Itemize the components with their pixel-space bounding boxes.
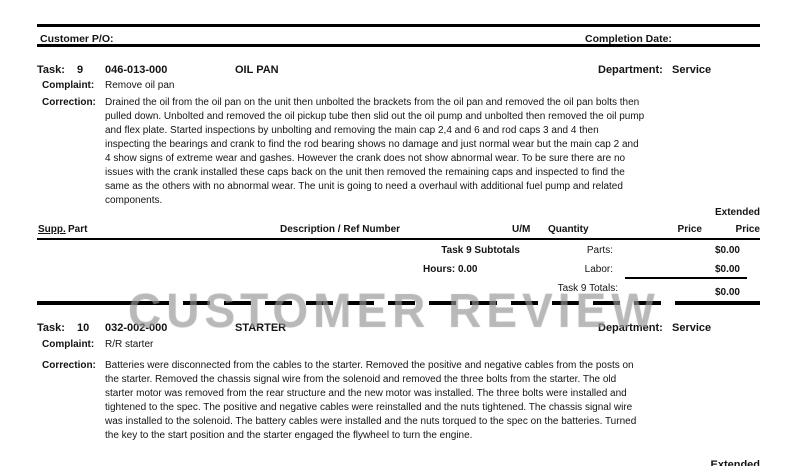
task9-labor-label: Labor: xyxy=(584,264,613,275)
customer-po-label: Customer P/O: xyxy=(40,29,114,47)
task10-correction-label: Correction: xyxy=(42,360,96,371)
task9-parts-amount: $0.00 xyxy=(714,245,740,256)
task9-total-amount: $0.00 xyxy=(714,287,740,298)
section-divider xyxy=(37,301,760,305)
task9-parts-label: Parts: xyxy=(586,245,613,256)
col-um: U/M xyxy=(512,224,531,235)
task9-complaint-value: Remove oil pan xyxy=(105,80,175,91)
col-quantity: Quantity xyxy=(548,224,589,235)
task10-complaint-label: Complaint: xyxy=(42,339,95,350)
task10-complaint-value: R/R starter xyxy=(105,339,154,350)
col-price: Price xyxy=(677,224,702,235)
task9-correction-label: Correction: xyxy=(42,97,96,108)
header-top-rule xyxy=(37,24,760,27)
table-header-underline xyxy=(37,238,760,240)
task9-complaint-row: Complaint: Remove oil pan xyxy=(37,80,760,93)
task9-totals-label: Task 9 Totals: xyxy=(557,283,618,294)
task9-subtotal-labor-row: Hours: 0.00 Labor: $0.00 xyxy=(0,264,798,277)
divider-left-segment xyxy=(37,301,142,305)
task9-code: 046-013-000 xyxy=(105,64,168,76)
clipped-extended-label: Extended xyxy=(710,459,760,466)
task10-title: STARTER xyxy=(235,322,287,334)
task10-number: 10 xyxy=(77,322,90,334)
task10-department-value: Service xyxy=(672,322,712,334)
task10-correction-text: Batteries were disconnected from the cab… xyxy=(105,360,637,441)
header-bottom-rule xyxy=(37,44,760,47)
task10-header-row: Task: 10 032-002-000 STARTER Department:… xyxy=(37,322,760,336)
task9-totals-row: Task 9 Totals: $0.00 xyxy=(0,283,798,298)
col-extended-line1: Extended xyxy=(714,207,760,218)
task9-totals-rule xyxy=(625,277,747,279)
col-part: Part xyxy=(68,224,88,235)
divider-dashed-segment xyxy=(142,301,682,305)
task10-complaint-row: Complaint: R/R starter xyxy=(37,339,760,352)
task10-department-label: Department: xyxy=(598,322,663,334)
divider-right-segment xyxy=(682,301,760,305)
task9-correction-text: Drained the oil from the oil pan on the … xyxy=(105,97,645,206)
task10-code: 032-002-000 xyxy=(105,322,168,334)
task9-department-value: Service xyxy=(672,64,712,76)
task9-number: 9 xyxy=(77,64,84,76)
task9-subtotals-label: Task 9 Subtotals xyxy=(441,245,520,256)
col-supp: Supp. xyxy=(38,224,66,235)
col-extended-line2: Price xyxy=(735,224,760,235)
task9-subtotal-parts-row: Task 9 Subtotals Parts: $0.00 xyxy=(0,245,798,258)
task9-department-label: Department: xyxy=(598,64,663,76)
task9-header-row: Task: 9 046-013-000 OIL PAN Department: … xyxy=(37,64,760,78)
task9-task-label: Task: xyxy=(37,64,65,76)
completion-date-text: Completion Date: xyxy=(585,33,672,45)
task10-task-label: Task: xyxy=(37,322,65,334)
task9-title: OIL PAN xyxy=(235,64,279,76)
task9-complaint-label: Complaint: xyxy=(42,80,95,91)
task9-labor-amount: $0.00 xyxy=(714,264,740,275)
customer-po-text: Customer P/O: xyxy=(40,33,114,45)
completion-date-label: Completion Date: xyxy=(585,29,672,47)
col-description: Description / Ref Number xyxy=(280,224,401,235)
task9-hours-label: Hours: 0.00 xyxy=(423,264,478,275)
